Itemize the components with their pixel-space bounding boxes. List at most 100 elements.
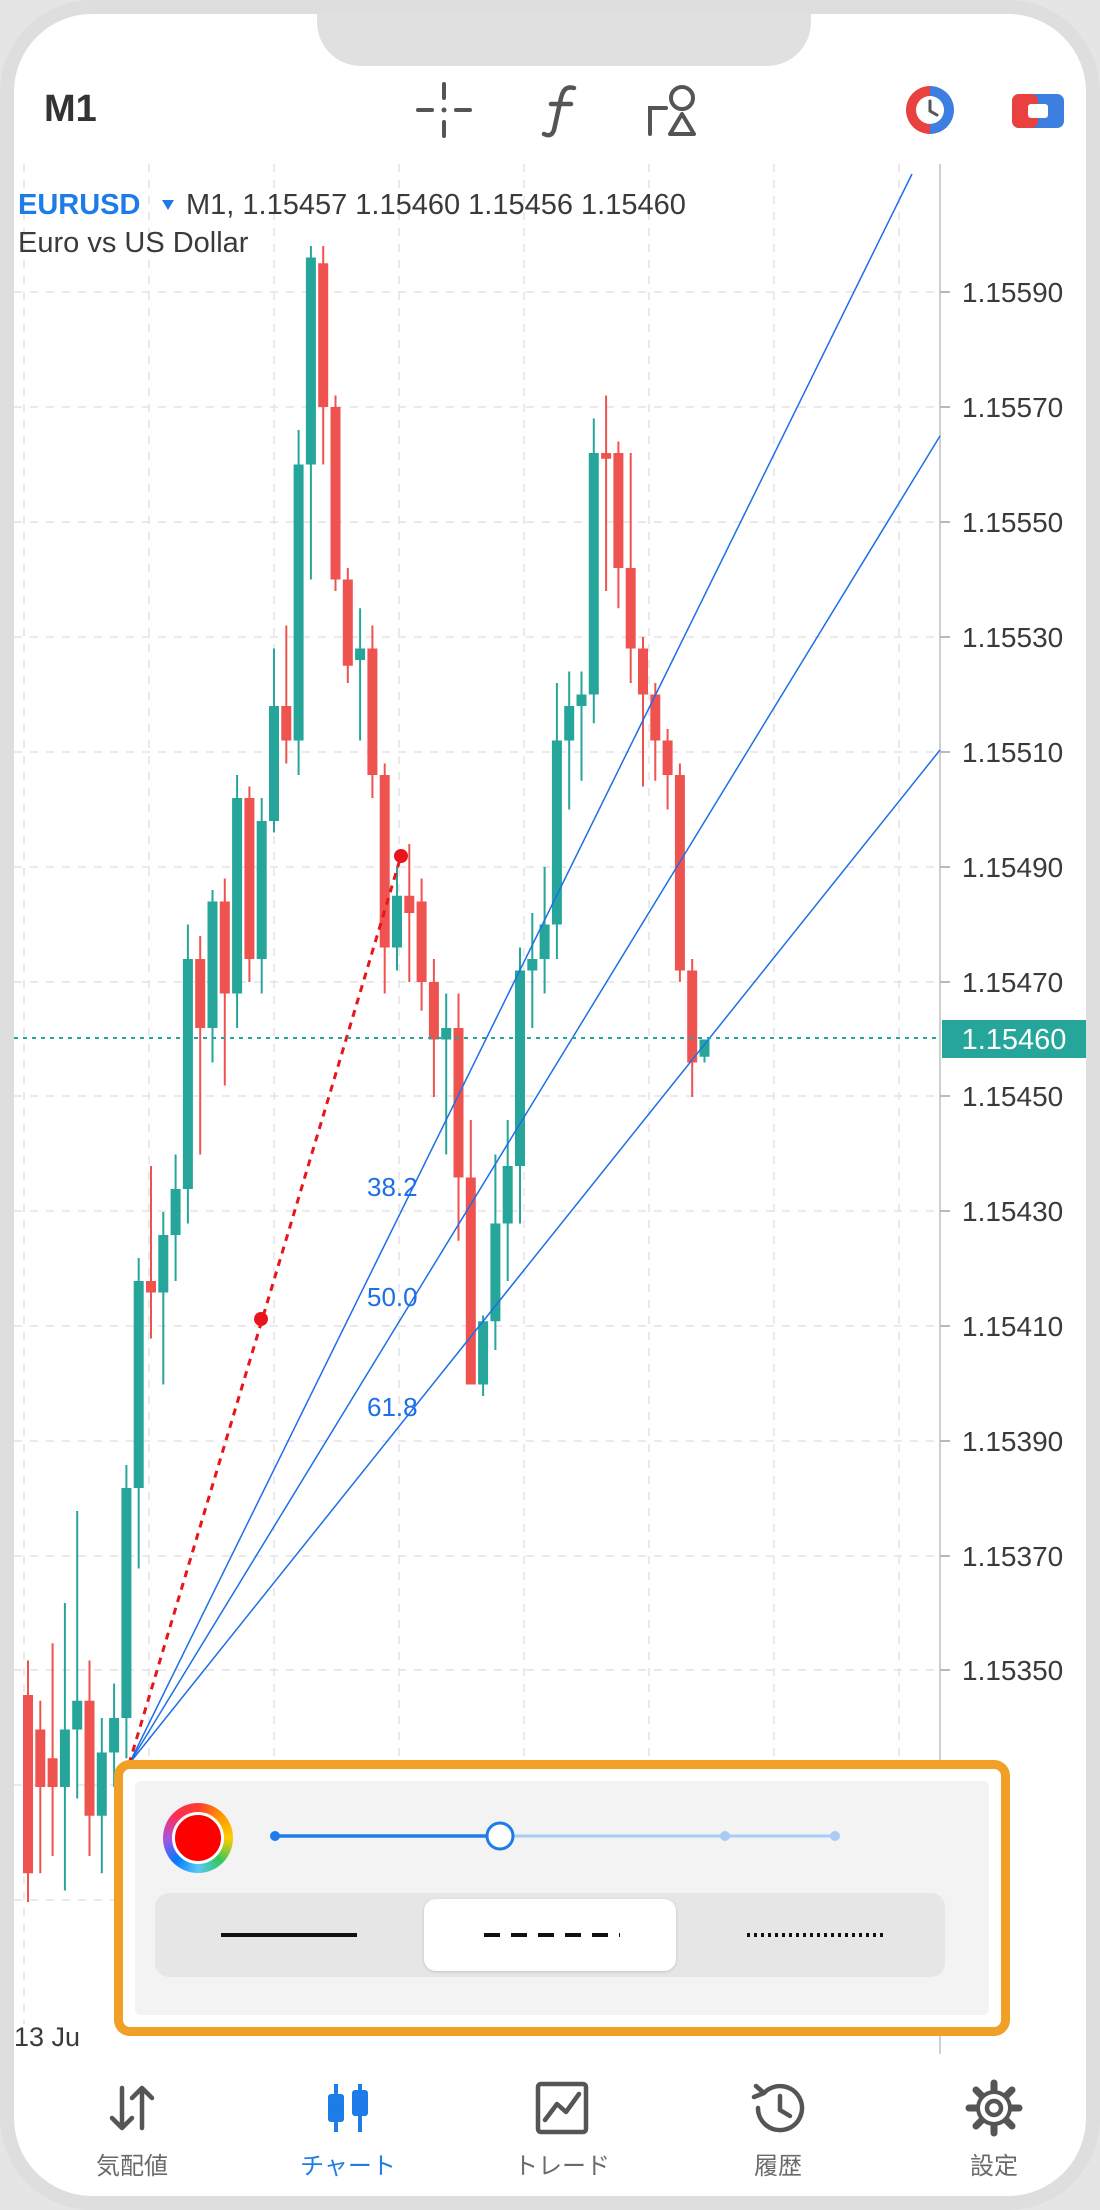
date-axis-label: 13 Ju: [14, 2022, 80, 2052]
nav-chart[interactable]: チャート: [258, 2058, 438, 2196]
nav-history[interactable]: 履歴: [688, 2058, 868, 2196]
candle-body: [502, 1166, 513, 1224]
price-axis-label: 1.15470: [962, 967, 1063, 998]
candle-body: [72, 1700, 83, 1730]
symbol-dropdown-icon: [162, 200, 174, 210]
candle-body: [441, 1028, 452, 1040]
quotes-icon: [109, 2085, 155, 2131]
bottom-navigation: 気配値 チャート トレード 履歴: [14, 2058, 1086, 2196]
candle-body: [133, 1281, 144, 1488]
chart-icon: [328, 2084, 368, 2132]
candle-body: [121, 1488, 132, 1718]
candle-body: [318, 263, 329, 407]
candle-body: [465, 1177, 476, 1385]
candle-body: [182, 959, 193, 1189]
price-axis-label: 1.15550: [962, 507, 1063, 538]
candle-body: [564, 706, 575, 741]
price-axis-label: 1.15450: [962, 1081, 1063, 1112]
candle-body: [515, 970, 525, 1166]
chart-grid: [14, 164, 940, 2024]
line-style-dotted[interactable]: [687, 1899, 939, 1971]
nav-history-label: 履歴: [754, 2153, 802, 2180]
timeframe-button[interactable]: M1: [44, 88, 97, 130]
price-axis-label: 1.15490: [962, 852, 1063, 883]
candle-body: [269, 706, 279, 821]
one-click-trading-icon[interactable]: [902, 82, 958, 138]
candle-body: [674, 775, 685, 971]
fibo-level-50: 50.0: [367, 1282, 418, 1312]
candle-body: [256, 821, 267, 959]
candle-body: [576, 694, 587, 706]
candle-body: [96, 1752, 107, 1816]
candle-body: [638, 648, 648, 695]
candle-body: [478, 1321, 489, 1385]
settings-icon: [965, 2079, 1023, 2137]
fibo-anchor-point: [394, 849, 408, 863]
function-icon[interactable]: [534, 80, 594, 140]
current-price-badge: [942, 1020, 1086, 1058]
candle-body: [281, 706, 292, 741]
drawing-objects-icon[interactable]: [644, 80, 704, 140]
candles: [23, 246, 710, 1902]
candle-body: [342, 579, 353, 666]
crosshair-icon[interactable]: [414, 80, 474, 140]
candle-body: [428, 982, 439, 1040]
candle-body: [35, 1729, 46, 1787]
candle-body: [392, 895, 402, 948]
nav-settings-label: 設定: [970, 2153, 1018, 2180]
candle-body: [416, 901, 427, 982]
candle-body: [490, 1223, 501, 1322]
ohlc-header: M1, 1.15457 1.15460 1.15456 1.15460: [186, 189, 686, 221]
price-axis-label: 1.15350: [962, 1655, 1063, 1686]
nav-quotes[interactable]: 気配値: [42, 2058, 222, 2196]
symbol-description: Euro vs US Dollar: [18, 227, 249, 259]
line-style-selector: [155, 1893, 945, 1977]
candle-body: [195, 959, 206, 1028]
candle-body: [662, 740, 673, 775]
candle-body: [244, 798, 255, 959]
line-style-dashed[interactable]: [424, 1899, 676, 1971]
line-width-slider[interactable]: [255, 1821, 855, 1851]
price-axis-label: 1.15590: [962, 277, 1063, 308]
nav-trade-label: トレード: [514, 2153, 610, 2180]
trade-icon: [535, 2081, 589, 2135]
price-axis-label: 1.15430: [962, 1196, 1063, 1227]
candle-body: [23, 1695, 33, 1874]
price-axis-label: 1.15390: [962, 1426, 1063, 1457]
color-picker-button[interactable]: [163, 1803, 233, 1873]
fibo-level-38: 38.2: [367, 1172, 418, 1202]
candle-body: [453, 1028, 464, 1178]
candle-body: [207, 901, 218, 1028]
candle-body: [293, 464, 304, 741]
chart-switch-icon[interactable]: [1010, 82, 1066, 138]
fibo-trend-line: [127, 855, 403, 1765]
candle-body: [109, 1718, 120, 1753]
line-style-solid[interactable]: [161, 1899, 413, 1971]
candle-body: [527, 959, 538, 971]
current-price-label: 1.15460: [962, 1024, 1067, 1056]
nav-settings[interactable]: 設定: [904, 2058, 1084, 2196]
notch: [317, 14, 811, 66]
nav-trade[interactable]: トレード: [472, 2058, 652, 2196]
symbol-label: EURUSD: [18, 189, 140, 221]
price-axis-label: 1.15370: [962, 1541, 1063, 1572]
price-axis-label: 1.15530: [962, 622, 1063, 653]
price-axis-label: 1.15570: [962, 392, 1063, 423]
price-axis-label: 1.15510: [962, 737, 1063, 768]
fibo-mid-point: [254, 1312, 268, 1326]
nav-chart-label: チャート: [300, 2153, 396, 2180]
candle-body: [404, 895, 415, 913]
price-axis-labels: 1.15590 1.15570 1.15550 1.15530 1.15510 1.154…: [940, 277, 1063, 1916]
selected-color-swatch: [172, 1812, 224, 1864]
candle-body: [539, 924, 550, 959]
candle-body: [219, 901, 230, 994]
candle-body: [588, 453, 599, 695]
price-axis-label: 1.15410: [962, 1311, 1063, 1342]
candle-body: [59, 1729, 70, 1787]
candle-body: [650, 694, 661, 741]
candle-body: [330, 407, 341, 580]
object-style-panel: [114, 1760, 1010, 2036]
candle-body: [355, 648, 366, 660]
candle-body: [625, 568, 636, 649]
